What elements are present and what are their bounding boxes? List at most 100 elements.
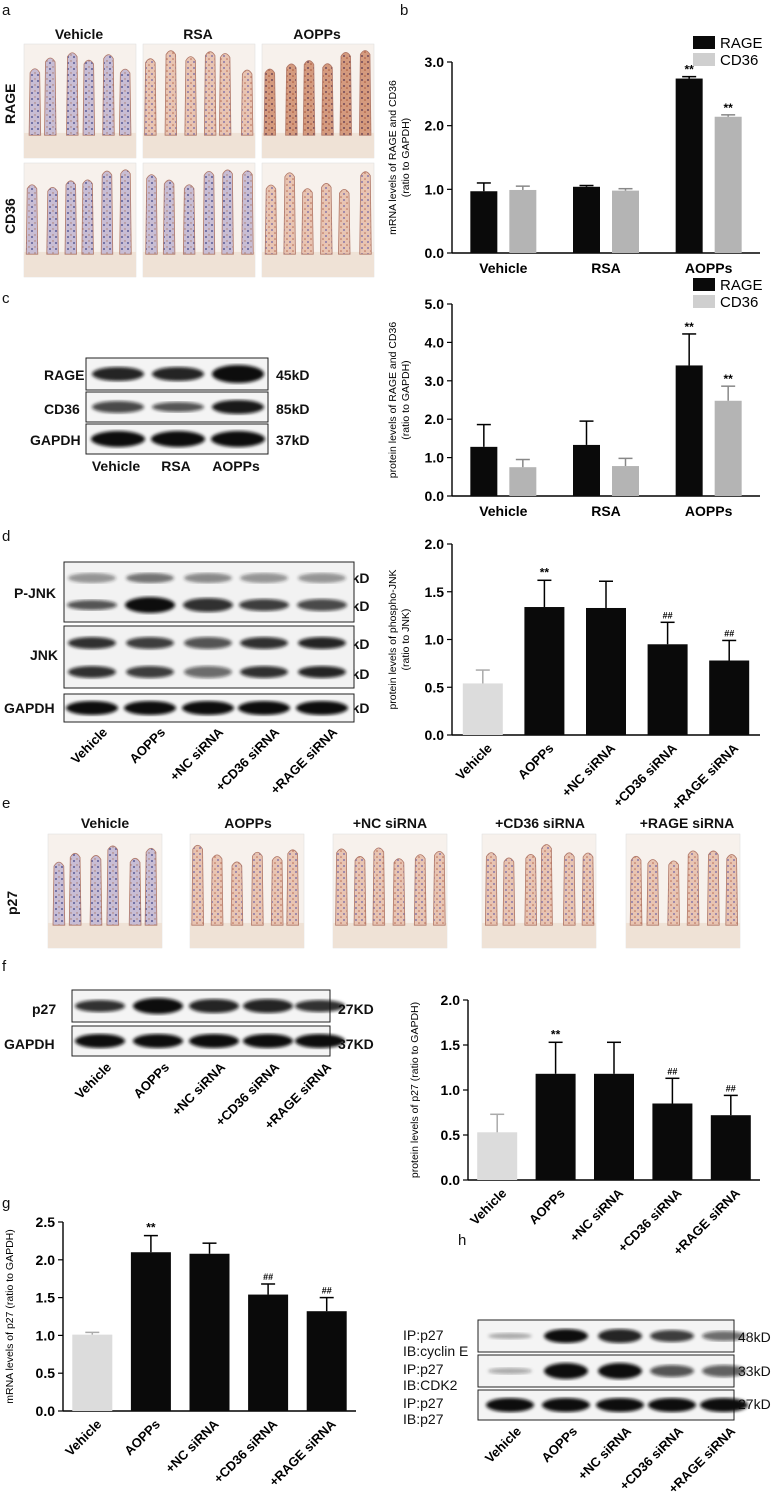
blot-d-lane-1: AOPPs xyxy=(126,725,168,767)
chart-g-ytick-label: 0.5 xyxy=(36,1365,56,1381)
chart-g-bar-4 xyxy=(306,1311,347,1411)
chart-f-sig-4: ## xyxy=(726,1083,736,1093)
chart-g-xtick-2: +NC siRNA xyxy=(162,1416,222,1476)
histology-e-c1-villus xyxy=(251,851,264,926)
blot-d-pjnk-band-lower xyxy=(67,600,117,610)
histology-e-c2-base xyxy=(333,922,447,948)
chart-d-ytick-label: 1.5 xyxy=(425,584,445,600)
blot-f-lane-1: AOPPs xyxy=(130,1060,172,1102)
blot-d-gapdh-band xyxy=(124,701,176,715)
chart-c-legend-swatch-0 xyxy=(693,278,715,291)
blot-c-rage-band xyxy=(152,367,204,381)
histology-a-r0-c1-villus xyxy=(203,51,217,136)
chart-d-ylabel: (ratio to JNK) xyxy=(400,609,412,671)
chart-d-bar-4 xyxy=(709,660,750,735)
blot-d-gapdh-band xyxy=(296,701,348,715)
chart-f-bar-1 xyxy=(535,1073,576,1180)
histology-e-c2-villus xyxy=(413,854,427,926)
chart-d-ytick-label: 1.0 xyxy=(425,632,445,648)
e-col-aopps: AOPPs xyxy=(224,815,272,831)
histology-a-r1-c1-villus xyxy=(145,174,158,255)
blot-f-p27-band xyxy=(133,998,183,1014)
chart-f-ytick-label: 1.0 xyxy=(441,1082,461,1098)
panel-letter-e: e xyxy=(2,795,11,812)
blot-h-p27-band xyxy=(700,1398,748,1412)
histology-a-r1-c2-base xyxy=(262,251,374,277)
blot-d-jnk-band-lower xyxy=(126,666,174,678)
blot-h-row2-label: IP:p27 IB:CDK2 xyxy=(403,1361,457,1393)
blot-h-row3-label: IP:p27 IB:p27 xyxy=(403,1395,443,1427)
histology-a-r1-c2-villus xyxy=(320,183,333,255)
chart-d-bar-1 xyxy=(524,607,565,735)
blot-c-kd-cd36: 85kD xyxy=(276,401,310,417)
histology-a-r1-c2 xyxy=(261,162,375,278)
chart-c-ylabel: (ratio to GAPDH) xyxy=(400,360,412,439)
panel-letter-h: h xyxy=(458,1232,467,1249)
blot-h-cdk2-band xyxy=(488,1368,532,1374)
chart-b-ylabel: mRNA levels of RAGE and CD36 xyxy=(387,80,399,235)
chart-b-ylabel: (ratio to GAPDH) xyxy=(400,118,412,197)
col-label-aopps: AOPPs xyxy=(293,26,341,42)
blot-d-jnk-band-upper xyxy=(126,637,174,649)
histology-e-c2-villus xyxy=(372,847,386,926)
histology-a-r0-c1-villus xyxy=(144,58,157,136)
blot-h-kd-2: 33kD xyxy=(738,1363,771,1379)
chart-c-legend-label-1: CD36 xyxy=(720,294,758,311)
blot-h-cycline-band xyxy=(544,1329,588,1343)
histology-e-c4-villus xyxy=(686,850,700,926)
blot-h-cdk2-band xyxy=(544,1363,588,1379)
histology-a-r1-c1-villus xyxy=(182,184,196,255)
blot-d-jnk-band-lower xyxy=(184,666,232,678)
histology-a-r0-c2-villus xyxy=(302,60,316,136)
histology-a-r0-c1-villus xyxy=(218,53,232,136)
panel-letter-f: f xyxy=(2,958,7,975)
chart-f-bar-2 xyxy=(594,1073,634,1180)
histology-e-c1-villus xyxy=(210,854,224,926)
histology-a-r0-c1-base xyxy=(143,132,255,158)
blot-h-p27-band xyxy=(596,1398,644,1412)
chart-c-ytick-label: 1.0 xyxy=(425,450,445,466)
blot-f-gapdh-band xyxy=(189,1034,239,1048)
histology-a-r1-c2-villus xyxy=(301,188,314,255)
blot-f-gapdh xyxy=(71,1025,345,1057)
blot-d-lane-2: +NC siRNA xyxy=(167,724,227,784)
histology-e-c3-villus xyxy=(562,852,576,926)
chart-d-xtick-1: AOPPs xyxy=(515,741,557,783)
chart-b-bar-RAGE-0 xyxy=(470,191,498,253)
histology-e-c0-villus xyxy=(89,855,103,926)
chart-f-ylabel: protein levels of p27 (ratio to GAPDH) xyxy=(409,1002,421,1178)
chart-b-legend-label-1: CD36 xyxy=(720,52,758,69)
blot-h-ib-2: IB:CDK2 xyxy=(403,1377,458,1393)
chart-c-bar-RAGE-1 xyxy=(573,444,600,496)
blot-f-p27-band xyxy=(243,999,293,1013)
blot-c-kd-rage: 45kD xyxy=(276,367,310,383)
histology-a-r0-c0-villus xyxy=(118,68,132,136)
blot-d-jnk-frame xyxy=(63,625,355,689)
chart-f-bar-3 xyxy=(652,1103,693,1180)
blot-d-gapdh-band xyxy=(66,701,118,715)
histology-a-r1-c1 xyxy=(142,162,256,278)
histology-e-c1-villus xyxy=(270,856,284,926)
blot-c-gapdh-band xyxy=(151,431,205,447)
chart-c-ytick-label: 5.0 xyxy=(425,296,445,312)
e-col-vehicle: Vehicle xyxy=(80,815,130,831)
chart-d-ylabel: protein levels of phospho-JNK xyxy=(387,569,399,709)
histology-e-c4-villus xyxy=(646,859,660,926)
histology-a-r1-c0-base xyxy=(24,251,136,277)
chart-c-sig-CD36-2: ** xyxy=(723,372,733,386)
blot-h-ib-3: IB:p27 xyxy=(403,1411,444,1427)
histology-a-r0-c0-base xyxy=(24,132,136,158)
blot-d-pjnk-band-upper xyxy=(184,573,232,583)
chart-d-bar-0 xyxy=(462,683,503,735)
chart-b-bar-RAGE-2 xyxy=(675,78,703,253)
chart-c: 0.0 1.0 2.0 3.0 4.0 5.0 protein levels of RAGE… xyxy=(387,277,763,519)
blot-f-gapdh-band xyxy=(243,1034,293,1048)
blot-c-rage-band xyxy=(92,367,144,381)
chart-d-sig-1: ** xyxy=(540,565,550,579)
blot-h-cdk2-band xyxy=(650,1365,694,1377)
chart-g-xtick-0: Vehicle xyxy=(62,1417,104,1459)
blot-f-gapdh-band xyxy=(133,1034,183,1048)
histology-a-r0-c2-villus xyxy=(321,63,334,136)
chart-b-legend-swatch-1 xyxy=(693,53,715,66)
chart-b-xtick-0: Vehicle xyxy=(479,260,527,276)
